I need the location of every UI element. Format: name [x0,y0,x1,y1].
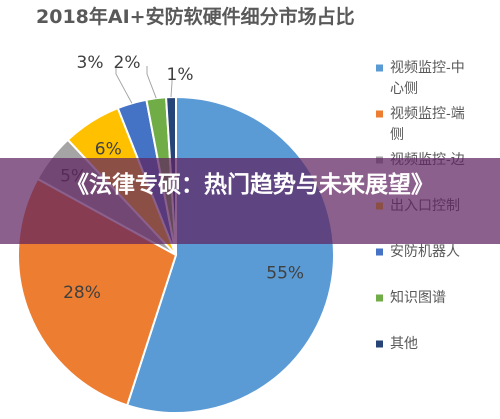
leader-line [146,66,157,99]
headline-banner: 《法律专硕：热门趋势与未来展望》 [0,158,500,244]
data-label: 3% [77,53,104,73]
legend-label: 知识图谱 [390,289,446,306]
legend-label-line: 心侧 [390,81,418,97]
legend-marker [376,64,383,72]
data-label: 55% [266,263,304,283]
headline-text: 《法律专硕：热门趋势与未来展望》 [66,172,434,198]
legend-label-line: 知识图谱 [390,289,446,306]
legend-label: 安防机器人 [390,244,460,260]
legend-marker [376,248,383,256]
data-label: 6% [95,139,122,159]
legend-marker [376,340,383,348]
leader-line [170,74,173,98]
legend-label: 其他 [390,336,418,352]
data-label: 2% [114,53,141,73]
legend-label-line: 视频监控-中 [390,60,465,76]
pie-slices [17,95,335,414]
legend-label: 视频监控-端侧 [390,106,465,143]
legend-label-line: 侧 [390,127,404,143]
chart-title: 2018年AI+安防软硬件细分市场占比 [36,6,355,28]
legend-label-line: 其他 [390,336,418,352]
legend-marker [376,294,383,302]
data-label: 28% [63,283,101,303]
legend-label-line: 视频监控-端 [390,106,465,122]
legend-marker [376,110,383,118]
legend-label-line: 安防机器人 [390,244,460,260]
leader-line [115,66,133,104]
leader-lines [115,66,173,104]
data-label: 1% [167,65,194,85]
legend-label: 视频监控-中心侧 [390,60,465,97]
